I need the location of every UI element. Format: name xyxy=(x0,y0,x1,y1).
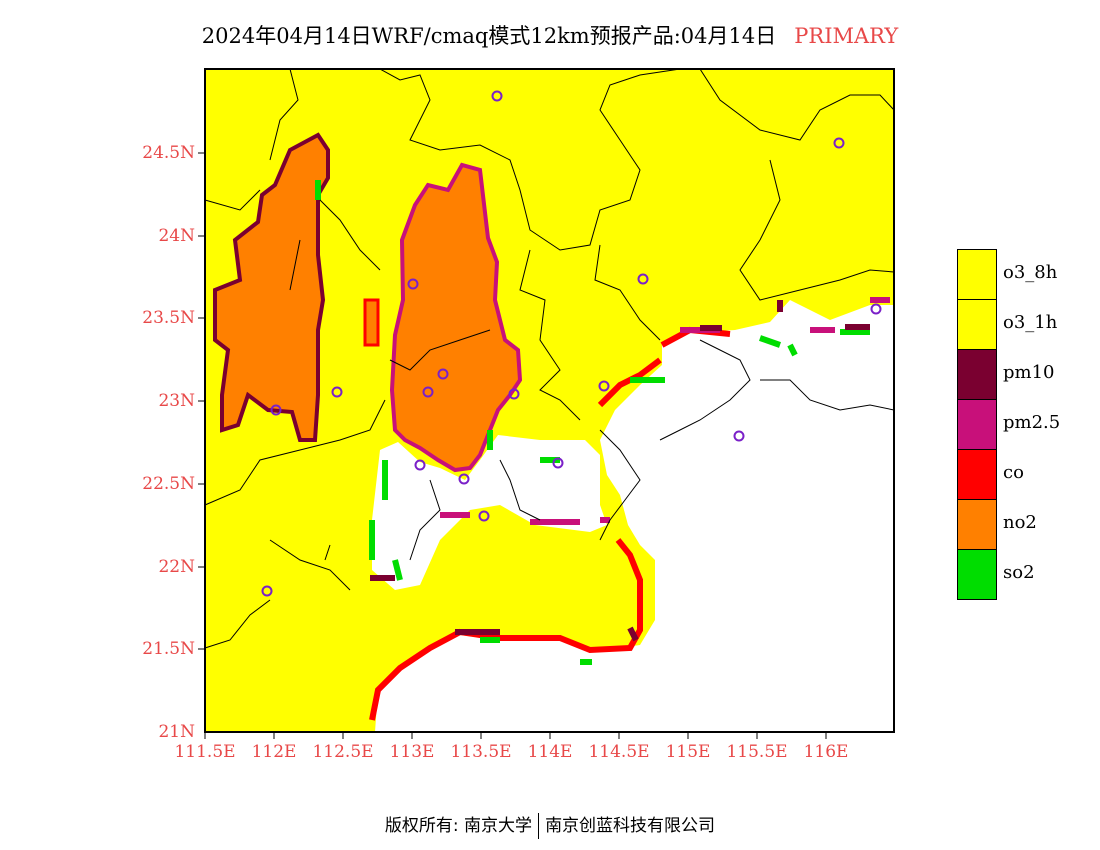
lat-label: 22.5N xyxy=(142,474,195,494)
legend-swatch xyxy=(957,499,997,550)
footer-divider xyxy=(538,813,540,839)
lat-label: 23N xyxy=(158,391,195,411)
lon-label: 114.5E xyxy=(588,742,650,762)
lon-label: 113E xyxy=(389,742,435,762)
lat-label: 21N xyxy=(158,722,195,742)
station-marker xyxy=(422,386,434,398)
legend-swatch xyxy=(957,449,997,500)
legend-swatch xyxy=(957,399,997,450)
lon-label: 112.5E xyxy=(312,742,374,762)
station-marker xyxy=(598,380,610,392)
sea-area-delta xyxy=(372,435,607,590)
copyright-left: 版权所有: 南京大学 xyxy=(384,816,533,836)
station-marker xyxy=(870,303,882,315)
lat-label: 21.5N xyxy=(142,639,195,659)
title-text: 2024年04月14日WRF/cmaq模式12km预报产品:04月14日 xyxy=(201,24,777,48)
station-marker xyxy=(407,278,419,290)
station-marker xyxy=(270,404,282,416)
legend-label: co xyxy=(1003,462,1024,483)
station-marker xyxy=(478,510,490,522)
station-marker xyxy=(414,459,426,471)
station-marker xyxy=(733,430,745,442)
legend-swatch xyxy=(957,249,997,300)
station-marker xyxy=(331,386,343,398)
lat-label: 24N xyxy=(158,226,195,246)
legend-swatch xyxy=(957,299,997,350)
station-marker xyxy=(508,388,520,400)
copyright-footer: 版权所有: 南京大学 南京创蓝科技有限公司 xyxy=(0,811,1100,839)
station-marker xyxy=(261,585,273,597)
lon-label: 115.5E xyxy=(726,742,788,762)
lon-label: 113.5E xyxy=(450,742,512,762)
legend-swatch xyxy=(957,349,997,400)
map-title: 2024年04月14日WRF/cmaq模式12km预报产品:04月14日 PRIM… xyxy=(0,20,1100,50)
legend-swatch xyxy=(957,549,997,600)
station-marker xyxy=(833,137,845,149)
copyright-right: 南京创蓝科技有限公司 xyxy=(545,816,716,836)
lon-label: 112E xyxy=(251,742,297,762)
stations xyxy=(261,90,882,597)
no2-area-west xyxy=(213,132,330,442)
so2-edge-coast xyxy=(315,180,870,665)
pm10-edge-coast xyxy=(370,300,870,642)
lon-label: 116E xyxy=(803,742,849,762)
no2-area-small xyxy=(363,298,380,347)
lon-label: 111.5E xyxy=(174,742,236,762)
lat-label: 22N xyxy=(158,557,195,577)
legend-label: o3_8h xyxy=(1003,262,1058,283)
lon-label: 115E xyxy=(665,742,711,762)
lat-label: 23.5N xyxy=(142,308,195,328)
station-marker xyxy=(637,273,649,285)
sea-area-east xyxy=(600,300,894,732)
station-marker xyxy=(458,473,470,485)
legend-label: o3_1h xyxy=(1003,312,1058,333)
legend-label: pm2.5 xyxy=(1003,412,1061,433)
lon-label: 114E xyxy=(527,742,573,762)
station-marker xyxy=(552,457,564,469)
station-marker xyxy=(491,90,503,102)
lat-label: 24.5N xyxy=(142,143,195,163)
legend-label: no2 xyxy=(1003,512,1037,533)
boundary-lines xyxy=(204,68,895,649)
ticks xyxy=(198,152,827,739)
station-marker xyxy=(437,368,449,380)
title-tag: PRIMARY xyxy=(794,24,899,48)
legend-label: so2 xyxy=(1003,562,1035,583)
legend-label: pm10 xyxy=(1003,362,1055,383)
sea-area-south xyxy=(375,620,655,732)
